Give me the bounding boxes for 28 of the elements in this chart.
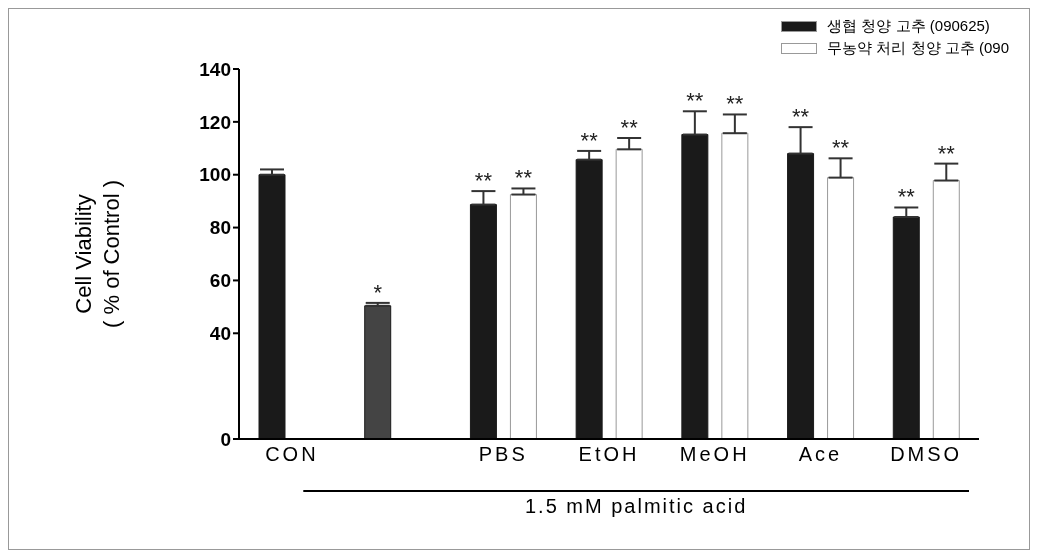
x-tick-label: CON xyxy=(265,443,319,466)
x-tick-label: PBS xyxy=(478,443,528,466)
y-tick-label: 0 xyxy=(220,428,231,450)
y-tick-label: 80 xyxy=(209,217,231,239)
x-tick-label: EtOH xyxy=(578,443,640,466)
data-label: ** xyxy=(580,127,599,153)
data-label: * xyxy=(373,279,383,305)
legend-label: 생협 청양 고추 (090625) xyxy=(827,17,990,36)
data-label: ** xyxy=(897,184,916,210)
data-label: ** xyxy=(620,114,639,140)
data-label: ** xyxy=(792,104,810,130)
y-tick-label: 120 xyxy=(199,111,231,133)
x-tick-label: Ace xyxy=(798,443,843,466)
y-tick-label: 140 xyxy=(199,58,231,80)
data-label: ** xyxy=(832,135,850,161)
data-label: ** xyxy=(726,91,744,117)
data-label: ** xyxy=(474,168,493,194)
data-label: ** xyxy=(686,88,704,114)
data-label: ** xyxy=(937,140,956,166)
x-tick-label: DMSO xyxy=(890,443,963,466)
data-label: ** xyxy=(514,165,533,191)
y-tick-label: 100 xyxy=(199,164,231,186)
x-tick-label: MeOH xyxy=(679,443,750,466)
y-tick-label: 40 xyxy=(209,323,231,345)
y-axis-title: Cell Viability ( % of Control ) xyxy=(71,180,124,328)
text: 1.5 mM palmitic acid xyxy=(525,495,748,517)
y-tick-label: 60 xyxy=(209,270,231,292)
legend-label: 무농약 처리 청양 고추 (090 xyxy=(827,39,1009,58)
